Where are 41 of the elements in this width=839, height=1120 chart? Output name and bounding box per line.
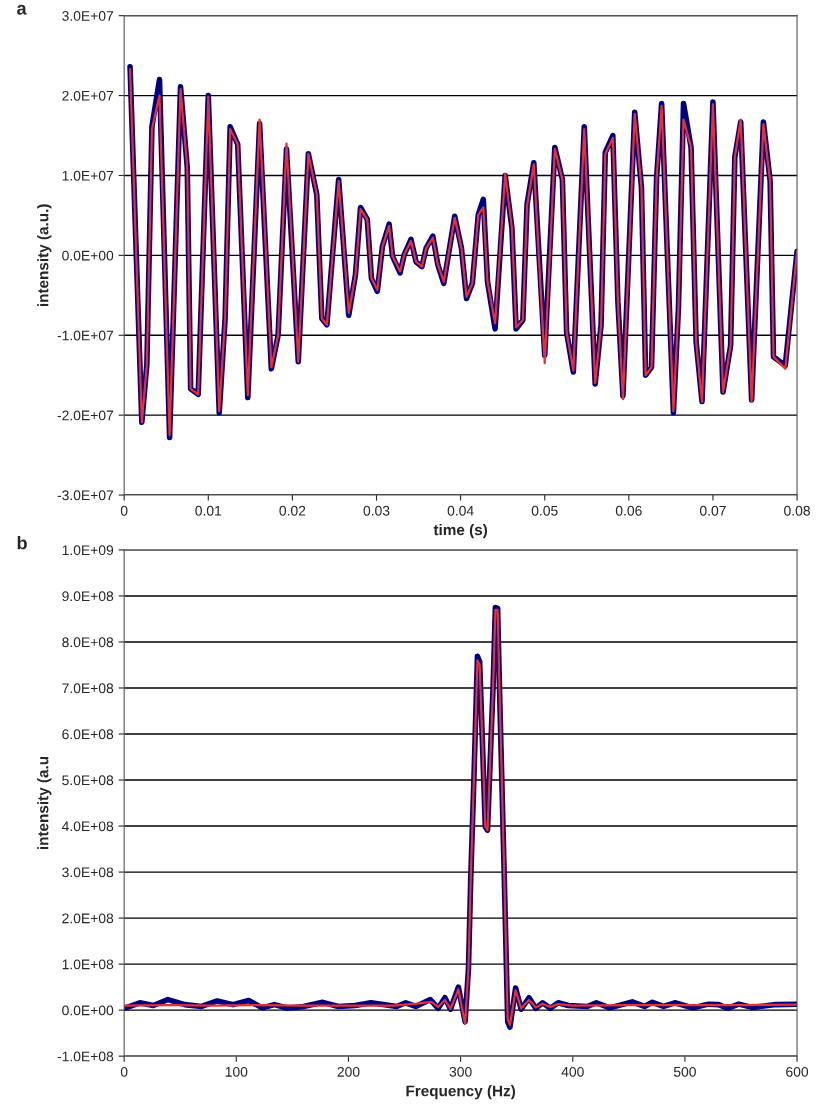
x-axis-title: Frequency (Hz): [406, 1085, 516, 1100]
y-tick-label: 5.0E+08: [62, 775, 114, 786]
x-tick-label: 0.01: [195, 505, 222, 516]
y-tick-label: 2.0E+08: [62, 913, 114, 924]
y-tick-label: 7.0E+08: [62, 683, 114, 694]
y-tick-label: 9.0E+08: [62, 591, 114, 602]
x-tick-label: 300: [449, 1066, 472, 1077]
y-tick-label: 1.0E+08: [62, 959, 114, 970]
y-tick-label: 1.0E+09: [62, 545, 114, 556]
x-tick-label: 0.02: [279, 505, 306, 516]
x-tick-label: 0.04: [447, 505, 474, 516]
y-axis-title: intensity (a.u.): [37, 204, 52, 307]
y-tick-label: 0.0E+00: [62, 250, 114, 261]
x-axis-title: time (s): [433, 523, 488, 539]
y-tick-label: -2.0E+07: [57, 410, 114, 421]
y-tick-label: 0.0E+00: [62, 1005, 114, 1016]
x-tick-label: 400: [561, 1066, 584, 1077]
y-tick-label: -3.0E+07: [57, 490, 114, 501]
x-tick-label: 500: [673, 1066, 696, 1077]
y-tick-label: 2.0E+07: [62, 90, 114, 101]
x-tick-label: 0.08: [784, 505, 810, 516]
y-tick-label: -1.0E+08: [57, 1051, 114, 1062]
chart-title: b: [17, 536, 27, 550]
x-tick-label: 0.03: [363, 505, 390, 516]
y-tick-label: 4.0E+08: [61, 821, 114, 832]
y-tick-label: 6.0E+08: [62, 729, 114, 740]
y-tick-label: -1.0E+07: [57, 330, 114, 341]
x-tick-label: 0.05: [531, 505, 558, 516]
x-tick-label: 0.06: [615, 505, 642, 516]
y-tick-label: 8.0E+08: [62, 637, 114, 648]
chart-title: a: [17, 4, 27, 15]
y-axis-title: intensity (a.u: [37, 756, 52, 850]
x-tick-label: 0: [120, 1066, 128, 1077]
x-tick-label: 200: [337, 1066, 360, 1077]
y-tick-label: 3.0E+07: [62, 11, 114, 21]
x-tick-label: 0: [120, 505, 128, 516]
y-tick-label: 3.0E+08: [62, 867, 114, 878]
y-tick-label: 1.0E+07: [62, 170, 114, 181]
x-tick-label: 600: [786, 1066, 809, 1077]
x-tick-label: 100: [225, 1066, 248, 1077]
x-tick-label: 0.07: [699, 505, 726, 516]
